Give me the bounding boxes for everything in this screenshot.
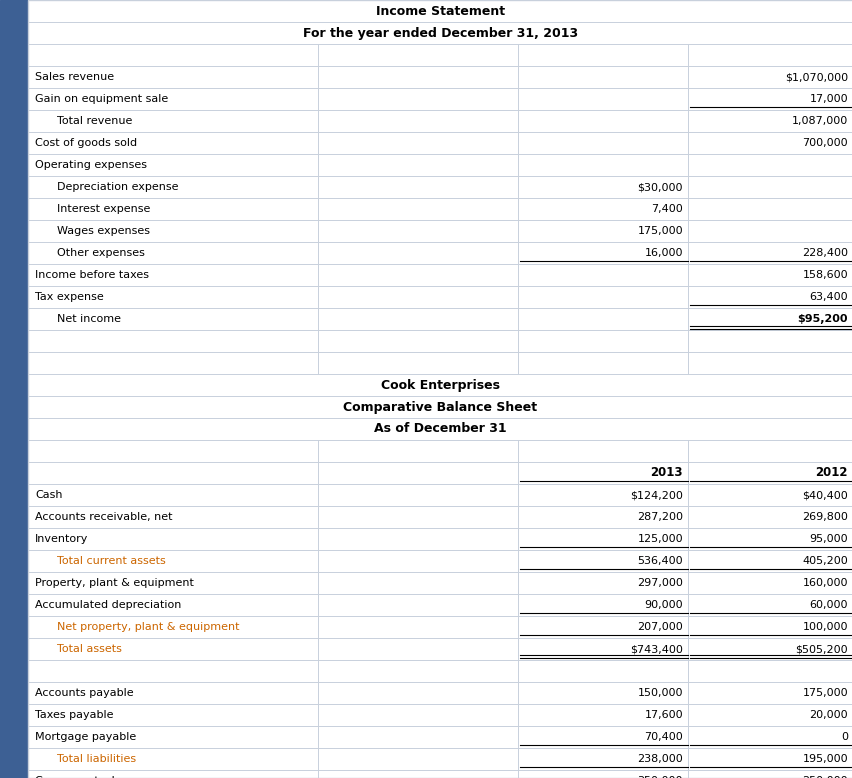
Text: 350,000: 350,000	[636, 776, 682, 778]
Text: $40,400: $40,400	[802, 490, 847, 500]
Text: 287,200: 287,200	[636, 512, 682, 522]
Text: Accounts payable: Accounts payable	[35, 688, 134, 698]
Text: 100,000: 100,000	[802, 622, 847, 632]
Text: 150,000: 150,000	[636, 688, 682, 698]
Text: 175,000: 175,000	[636, 226, 682, 236]
Text: Common stock: Common stock	[35, 776, 118, 778]
Text: 269,800: 269,800	[801, 512, 847, 522]
Text: $30,000: $30,000	[636, 182, 682, 192]
Text: 0: 0	[840, 732, 847, 742]
Text: Taxes payable: Taxes payable	[35, 710, 113, 720]
Text: Wages expenses: Wages expenses	[50, 226, 150, 236]
Text: 175,000: 175,000	[802, 688, 847, 698]
Text: Operating expenses: Operating expenses	[35, 160, 147, 170]
Text: Inventory: Inventory	[35, 534, 89, 544]
Text: 63,400: 63,400	[809, 292, 847, 302]
Text: 125,000: 125,000	[636, 534, 682, 544]
Text: Depreciation expense: Depreciation expense	[50, 182, 178, 192]
Text: $1,070,000: $1,070,000	[784, 72, 847, 82]
Text: Total revenue: Total revenue	[50, 116, 132, 126]
Text: Tax expense: Tax expense	[35, 292, 104, 302]
Text: Total current assets: Total current assets	[50, 556, 165, 566]
Text: 228,400: 228,400	[801, 248, 847, 258]
Text: 60,000: 60,000	[809, 600, 847, 610]
Text: 238,000: 238,000	[636, 754, 682, 764]
Text: As of December 31: As of December 31	[374, 422, 506, 436]
Text: Other expenses: Other expenses	[50, 248, 145, 258]
Text: 700,000: 700,000	[802, 138, 847, 148]
Text: Income Statement: Income Statement	[376, 5, 504, 17]
Text: For the year ended December 31, 2013: For the year ended December 31, 2013	[302, 26, 578, 40]
Text: Gain on equipment sale: Gain on equipment sale	[35, 94, 168, 104]
Text: Cost of goods sold: Cost of goods sold	[35, 138, 137, 148]
Text: 1,087,000: 1,087,000	[791, 116, 847, 126]
Text: Accounts receivable, net: Accounts receivable, net	[35, 512, 172, 522]
Text: 2012: 2012	[815, 467, 847, 479]
Text: Total assets: Total assets	[50, 644, 122, 654]
Text: 16,000: 16,000	[644, 248, 682, 258]
Text: Cash: Cash	[35, 490, 62, 500]
Text: Mortgage payable: Mortgage payable	[35, 732, 136, 742]
Text: Interest expense: Interest expense	[50, 204, 150, 214]
Text: Cook Enterprises: Cook Enterprises	[381, 379, 499, 391]
Text: 297,000: 297,000	[636, 578, 682, 588]
Text: 536,400: 536,400	[636, 556, 682, 566]
Text: 70,400: 70,400	[643, 732, 682, 742]
Text: Total liabilities: Total liabilities	[50, 754, 136, 764]
Text: $743,400: $743,400	[630, 644, 682, 654]
Text: Income before taxes: Income before taxes	[35, 270, 149, 280]
Text: Net property, plant & equipment: Net property, plant & equipment	[50, 622, 239, 632]
Text: $95,200: $95,200	[797, 314, 847, 324]
Text: 405,200: 405,200	[802, 556, 847, 566]
Text: Sales revenue: Sales revenue	[35, 72, 114, 82]
Text: 195,000: 195,000	[802, 754, 847, 764]
Text: 2013: 2013	[650, 467, 682, 479]
Bar	[0, 0, 28, 778]
Text: Accumulated depreciation: Accumulated depreciation	[35, 600, 181, 610]
Text: Property, plant & equipment: Property, plant & equipment	[35, 578, 193, 588]
Text: 17,000: 17,000	[809, 94, 847, 104]
Text: 158,600: 158,600	[802, 270, 847, 280]
Text: 7,400: 7,400	[650, 204, 682, 214]
Text: $124,200: $124,200	[630, 490, 682, 500]
Text: 250,000: 250,000	[802, 776, 847, 778]
Text: 95,000: 95,000	[809, 534, 847, 544]
Text: 20,000: 20,000	[809, 710, 847, 720]
Text: 17,600: 17,600	[643, 710, 682, 720]
Text: $505,200: $505,200	[794, 644, 847, 654]
Text: Net income: Net income	[50, 314, 121, 324]
Text: Comparative Balance Sheet: Comparative Balance Sheet	[343, 401, 537, 413]
Text: 90,000: 90,000	[643, 600, 682, 610]
Text: 160,000: 160,000	[802, 578, 847, 588]
Text: 207,000: 207,000	[636, 622, 682, 632]
